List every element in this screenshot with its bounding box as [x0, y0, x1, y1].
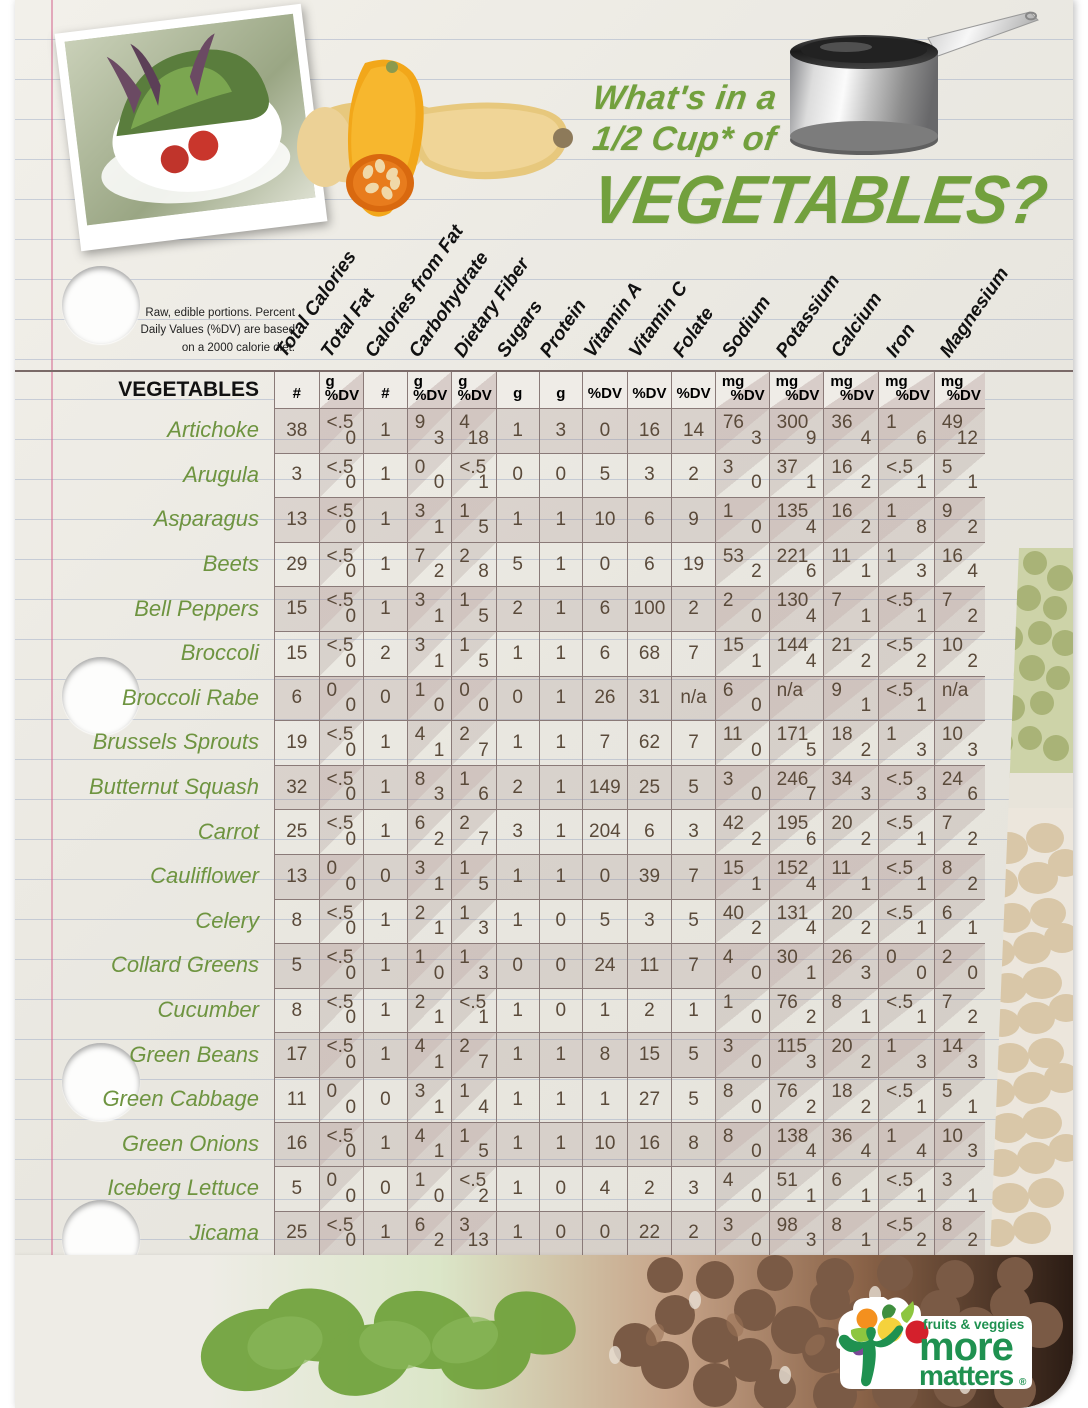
svg-text:matters: matters	[919, 1360, 1014, 1389]
svg-text:®: ®	[1019, 1377, 1027, 1388]
